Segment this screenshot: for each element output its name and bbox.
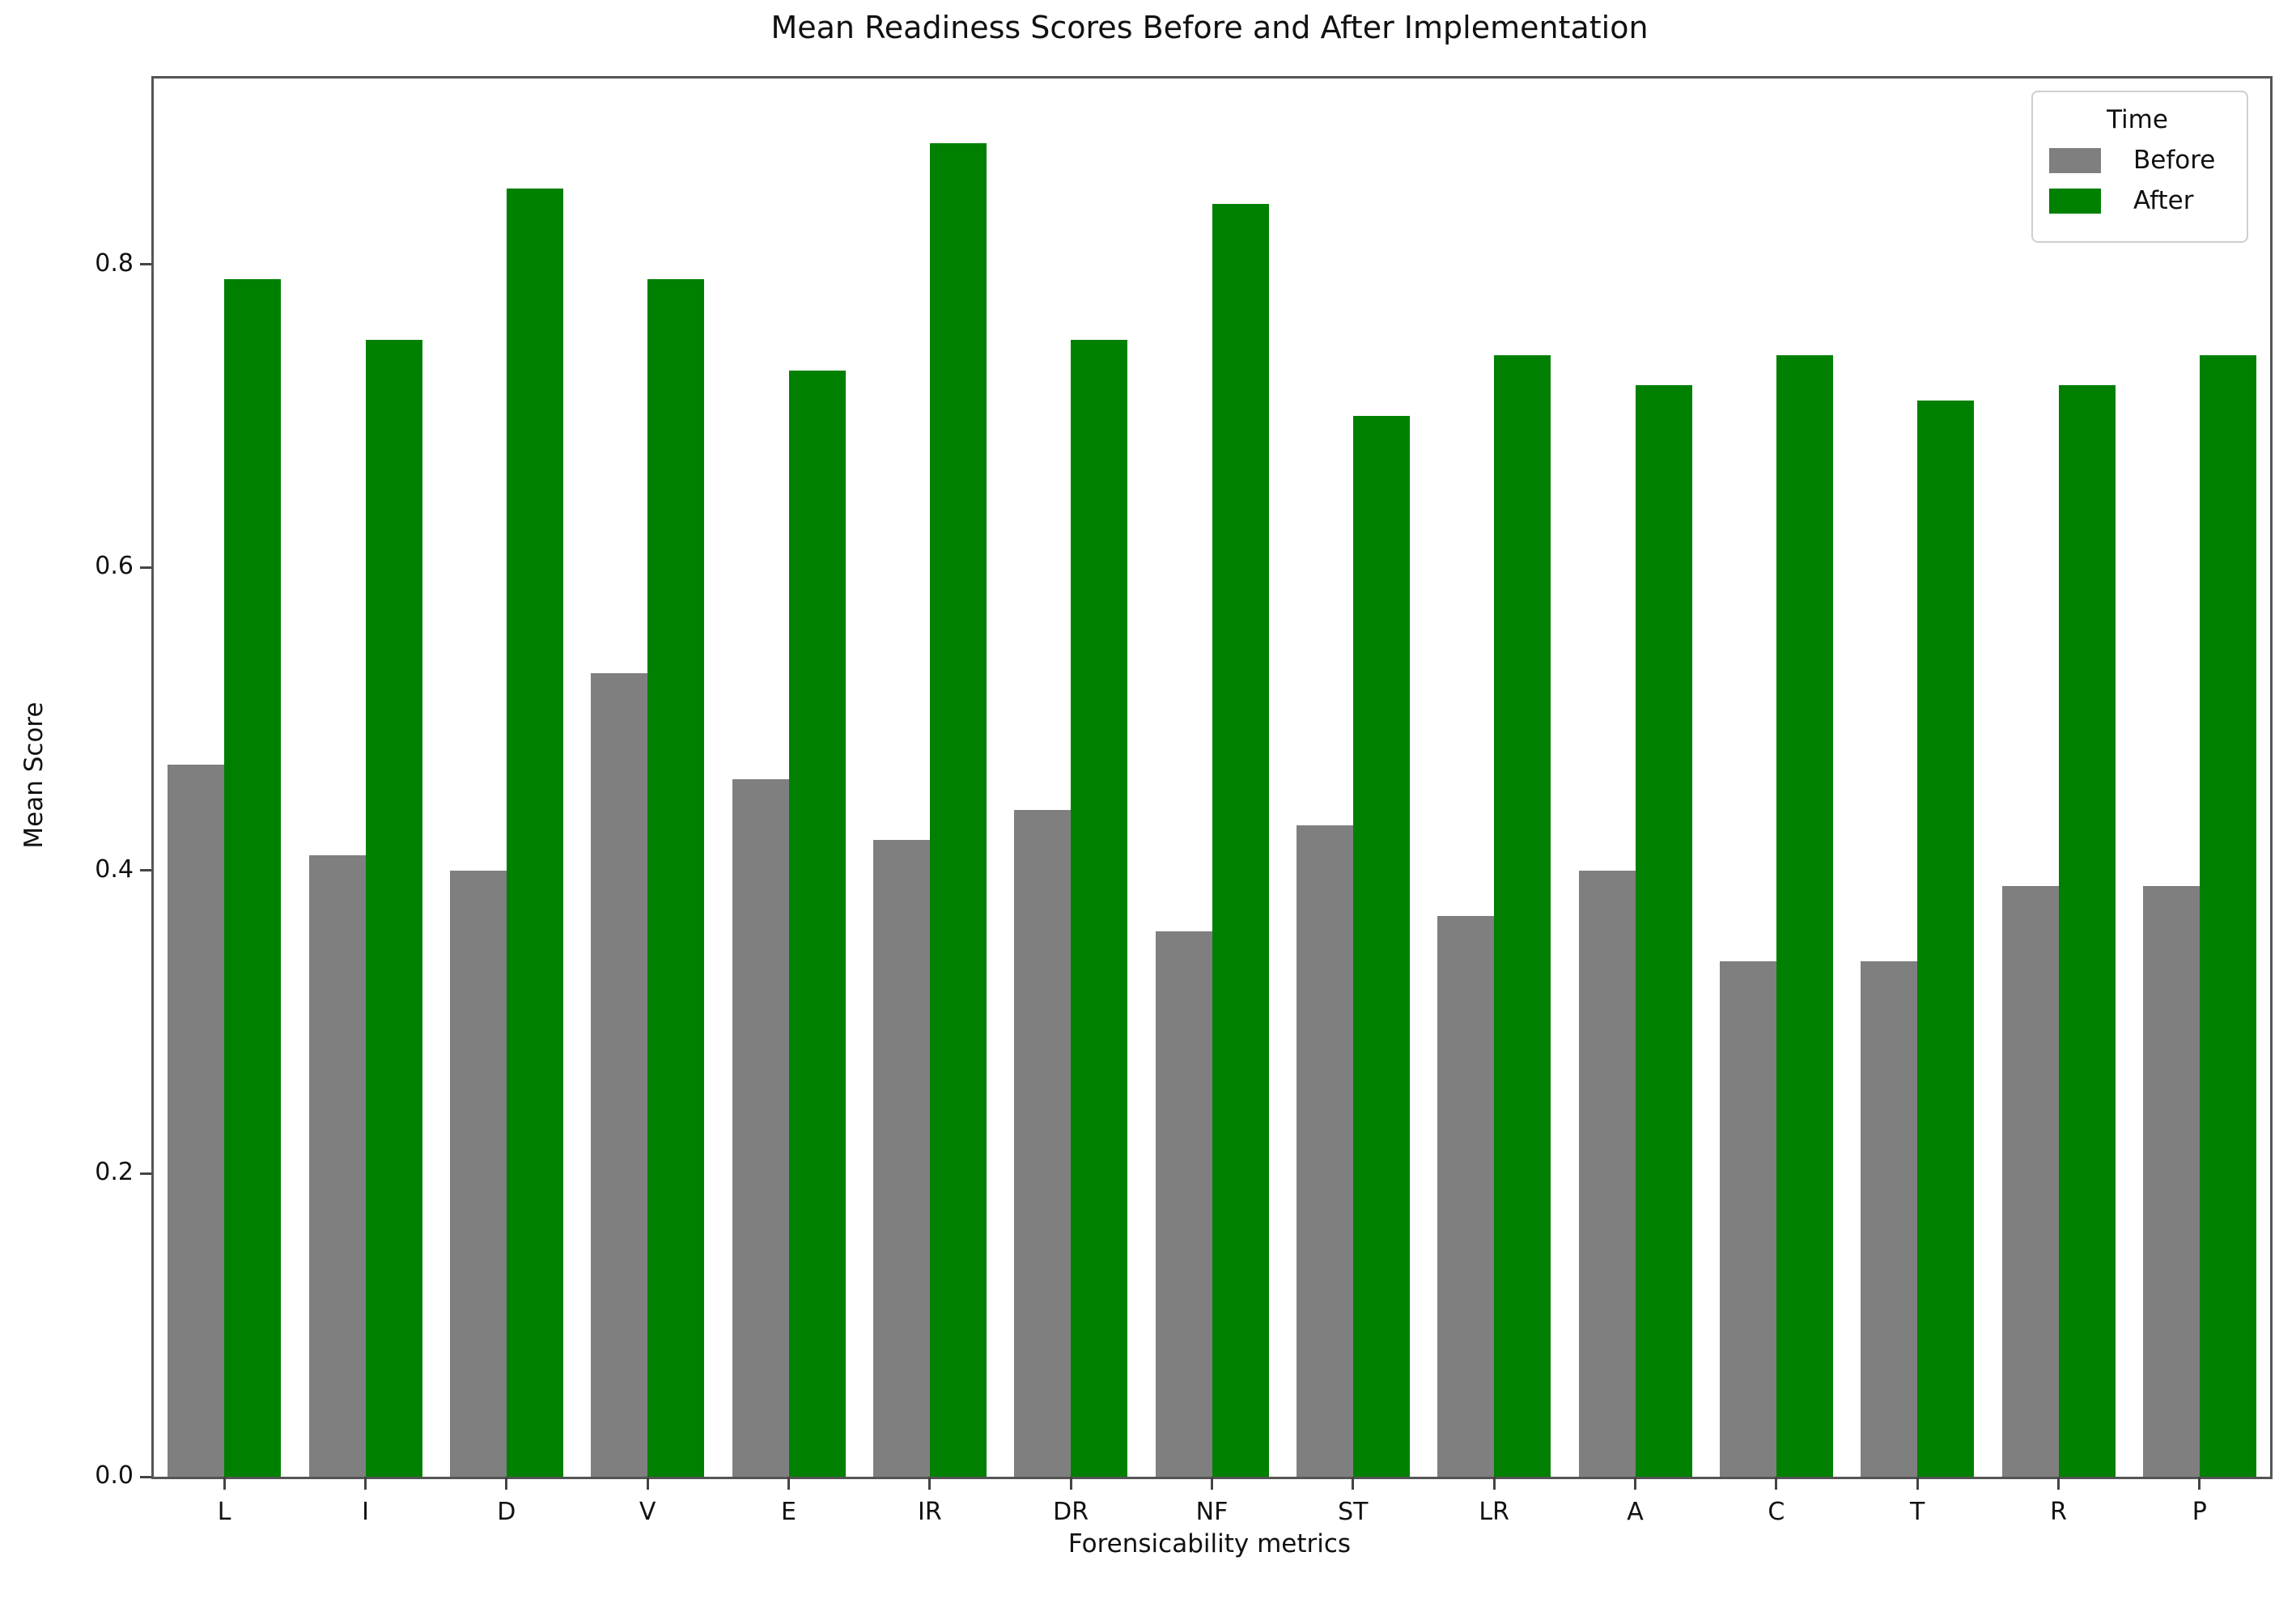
bar-after-C xyxy=(1776,355,1833,1477)
bar-after-L xyxy=(224,279,282,1477)
y-axis-label-container: Mean Score xyxy=(18,76,50,1474)
x-tick-mark xyxy=(1069,1477,1072,1490)
x-tick-mark xyxy=(646,1477,649,1490)
x-tick-mark xyxy=(1211,1477,1213,1490)
x-tick-label-E: E xyxy=(781,1498,796,1526)
x-tick-mark xyxy=(2057,1477,2060,1490)
bar-before-LR xyxy=(1437,916,1495,1477)
y-tick-label: 0.8 xyxy=(95,248,134,278)
y-axis-label: Mean Score xyxy=(19,702,49,849)
bar-before-P xyxy=(2142,885,2200,1477)
bar-before-T xyxy=(1861,961,1918,1477)
chart-title: Mean Readiness Scores Before and After I… xyxy=(770,10,1649,45)
y-tick-mark xyxy=(140,1475,151,1478)
x-tick-label-L: L xyxy=(217,1498,231,1526)
x-tick-mark xyxy=(2198,1477,2201,1490)
bar-after-P xyxy=(2199,355,2256,1477)
bar-after-DR xyxy=(1071,340,1128,1477)
x-tick-mark xyxy=(505,1477,508,1490)
x-tick-label-I: I xyxy=(362,1498,369,1526)
x-tick-mark xyxy=(1352,1477,1355,1490)
x-tick-label-ST: ST xyxy=(1338,1498,1369,1526)
x-tick-label-DR: DR xyxy=(1053,1498,1089,1526)
x-tick-mark xyxy=(364,1477,367,1490)
x-tick-mark xyxy=(928,1477,932,1490)
bar-after-T xyxy=(1917,401,1975,1477)
bar-after-V xyxy=(647,279,705,1477)
bar-after-NF xyxy=(1212,203,1269,1477)
x-tick-label-NF: NF xyxy=(1195,1498,1229,1526)
y-tick-label: 0.6 xyxy=(95,552,134,581)
bar-before-L xyxy=(168,764,225,1477)
x-tick-mark xyxy=(1775,1477,1778,1490)
x-tick-mark xyxy=(1492,1477,1496,1490)
bar-before-V xyxy=(591,673,648,1477)
bar-before-E xyxy=(732,779,789,1477)
y-tick-mark xyxy=(140,1172,151,1175)
legend-entry-after: After xyxy=(2049,186,2226,215)
bar-after-A xyxy=(1635,385,1692,1477)
x-tick-label-IR: IR xyxy=(917,1498,942,1526)
plot-area: 0.0 0.2 0.4 0.6 0.8 L I D V E IR DR NF ST LR A C T R P Time B… xyxy=(95,76,2273,1526)
legend-swatch-before xyxy=(2049,147,2101,173)
x-tick-label-LR: LR xyxy=(1479,1498,1509,1526)
y-tick-label: 0.0 xyxy=(95,1461,134,1490)
bar-after-IR xyxy=(929,142,987,1477)
bar-before-I xyxy=(308,855,366,1477)
bar-before-NF xyxy=(1155,931,1212,1477)
bar-after-LR xyxy=(1494,355,1551,1477)
bar-before-R xyxy=(2001,885,2059,1477)
x-tick-mark xyxy=(1916,1477,1919,1490)
bar-before-DR xyxy=(1014,809,1072,1477)
legend-entry-before: Before xyxy=(2049,146,2226,175)
x-tick-mark xyxy=(223,1477,226,1490)
x-tick-mark xyxy=(787,1477,790,1490)
bar-before-A xyxy=(1578,870,1636,1477)
legend-title: Time xyxy=(2107,105,2168,134)
x-tick-label-A: A xyxy=(1627,1498,1644,1526)
bar-before-D xyxy=(449,870,507,1477)
y-tick-label: 0.2 xyxy=(95,1158,134,1187)
x-tick-mark xyxy=(1634,1477,1636,1490)
bar-before-ST xyxy=(1296,825,1353,1477)
bar-before-IR xyxy=(872,840,930,1477)
bar-after-I xyxy=(365,340,422,1477)
bar-after-E xyxy=(788,370,846,1477)
y-tick-mark xyxy=(140,263,151,266)
x-tick-label-T: T xyxy=(1909,1498,1925,1526)
legend-swatch-after xyxy=(2049,188,2101,214)
bar-after-ST xyxy=(1352,415,1410,1477)
legend-label: Before xyxy=(2133,146,2216,175)
bar-before-C xyxy=(1719,961,1776,1477)
y-tick-mark xyxy=(140,869,151,872)
legend-label: After xyxy=(2133,186,2194,215)
legend: Time Before After xyxy=(2031,91,2248,243)
y-tick-label: 0.4 xyxy=(95,854,134,884)
x-axis-label: Forensicability metrics xyxy=(1067,1529,1352,1558)
x-tick-label-P: P xyxy=(2192,1498,2207,1526)
x-tick-label-V: V xyxy=(639,1498,656,1526)
x-tick-label-R: R xyxy=(2050,1498,2067,1526)
y-tick-mark xyxy=(140,566,151,569)
x-tick-label-D: D xyxy=(497,1498,516,1526)
bar-after-D xyxy=(506,188,563,1477)
x-tick-label-C: C xyxy=(1768,1498,1785,1526)
bar-after-R xyxy=(2058,385,2116,1477)
